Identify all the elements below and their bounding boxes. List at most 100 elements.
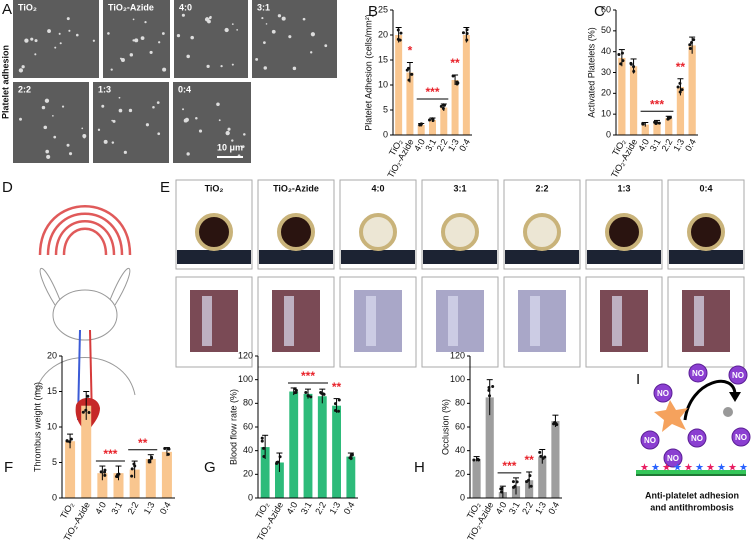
y-tick-label: 0 [248,492,253,502]
y-tick-label: 100 [450,374,465,384]
platelet-speck [195,116,198,120]
x-tick-label: 1:3 [327,500,342,516]
graft-shine [202,296,212,346]
bar [653,122,661,135]
platelet-speck [128,108,133,113]
bar [113,473,124,498]
image-label: 1:3 [617,183,630,193]
pathway-illustration [636,379,746,476]
replicate-dot [396,37,400,41]
platelet-speck [101,104,105,108]
y-tick-label: 20 [243,469,253,479]
arrow-head [729,392,741,402]
y-tick-label: 60 [455,421,465,431]
replicate-dot [461,31,465,35]
image-label: TiO₂ [205,183,224,193]
platelet-speck [156,101,160,104]
platelet-speck [186,54,190,59]
replicate-dot [678,90,682,94]
replicate-dot [275,461,279,465]
x-tick-label: 2:2 [313,500,328,516]
caption: Anti-platelet adhesion [645,490,739,500]
platelet-speck [52,115,54,117]
platelet-speck [288,35,292,39]
y-tick-label: 10 [47,421,57,431]
no-label: NO [732,371,744,380]
y-tick-label: 5 [383,104,388,114]
replicate-dot [680,88,684,92]
panel-letter: B [368,3,378,20]
replicate-dot [657,121,661,125]
platelet-speck [292,66,297,71]
bar [629,66,638,135]
platelet-speck [263,41,266,45]
y-axis-label: Platelet adhesion [0,45,10,119]
platelet-inactive [723,407,733,417]
image-label: 4:0 [371,183,384,193]
replicate-dot [690,41,694,45]
y-tick-label: 120 [238,350,253,360]
x-tick-label: 2:2 [520,500,535,516]
surface-star: ★ [662,463,671,474]
photo-bg [505,250,579,264]
platelet-speck [145,123,150,127]
y-tick-label: 40 [455,445,465,455]
replicate-dot [293,387,297,391]
bar [317,396,327,498]
replicate-dot [65,439,69,443]
replicate-dot [655,121,659,125]
surface-star: ★ [706,463,715,474]
replicate-dot [515,480,519,484]
surface-star: ★ [695,463,704,474]
y-tick-label: 20 [601,88,611,98]
y-axis-label: Blood flow rate (%) [228,389,238,465]
replicate-dot [349,456,353,460]
platelet-speck [208,16,212,20]
replicate-dot [465,38,469,42]
micrograph [252,0,337,78]
image-label: 2:2 [18,84,31,94]
platelet-speck [46,154,51,159]
platelet-speck [34,39,38,43]
platelet-speck [83,136,86,139]
panel-letter: A [2,1,12,18]
platelet-speck [110,68,113,71]
platelet-speck [19,117,22,121]
y-tick-label: 0 [52,492,57,502]
graft-ring [195,213,233,251]
platelet-speck [231,63,234,66]
platelet-speck [231,139,234,142]
replicate-dot [405,68,409,72]
platelet-speck [207,19,211,24]
surface-star: ★ [640,463,649,474]
bar [485,397,494,498]
y-tick-label: 15 [378,54,388,64]
significance: *** [301,369,315,383]
image-label: 1:3 [98,84,111,94]
bar [275,462,284,498]
platelet-speck [58,32,61,35]
platelet-speck [231,23,234,25]
surface-base [636,474,746,476]
panel-letter: G [204,459,216,476]
surface-star: ★ [717,463,726,474]
platelet-speck [134,38,139,43]
y-tick-label: 40 [243,445,253,455]
y-tick-label: 20 [47,350,57,360]
replicate-dot [667,116,671,120]
replicate-dot [133,464,137,468]
bar [260,447,270,498]
significance: ** [524,453,534,467]
x-tick-label: 0:4 [457,137,472,153]
platelet-speck [218,119,221,122]
photo-bg [259,250,333,264]
platelet-speck [261,17,264,20]
x-tick-label: 1:3 [142,500,157,516]
replicate-dot [163,447,167,451]
platelet-speck [111,119,114,122]
replicate-dot [68,440,72,444]
no-bubble [663,448,683,468]
x-tick-label: 3:1 [507,500,522,516]
x-tick-label: 0:4 [683,137,698,153]
platelet-speck [236,29,238,31]
